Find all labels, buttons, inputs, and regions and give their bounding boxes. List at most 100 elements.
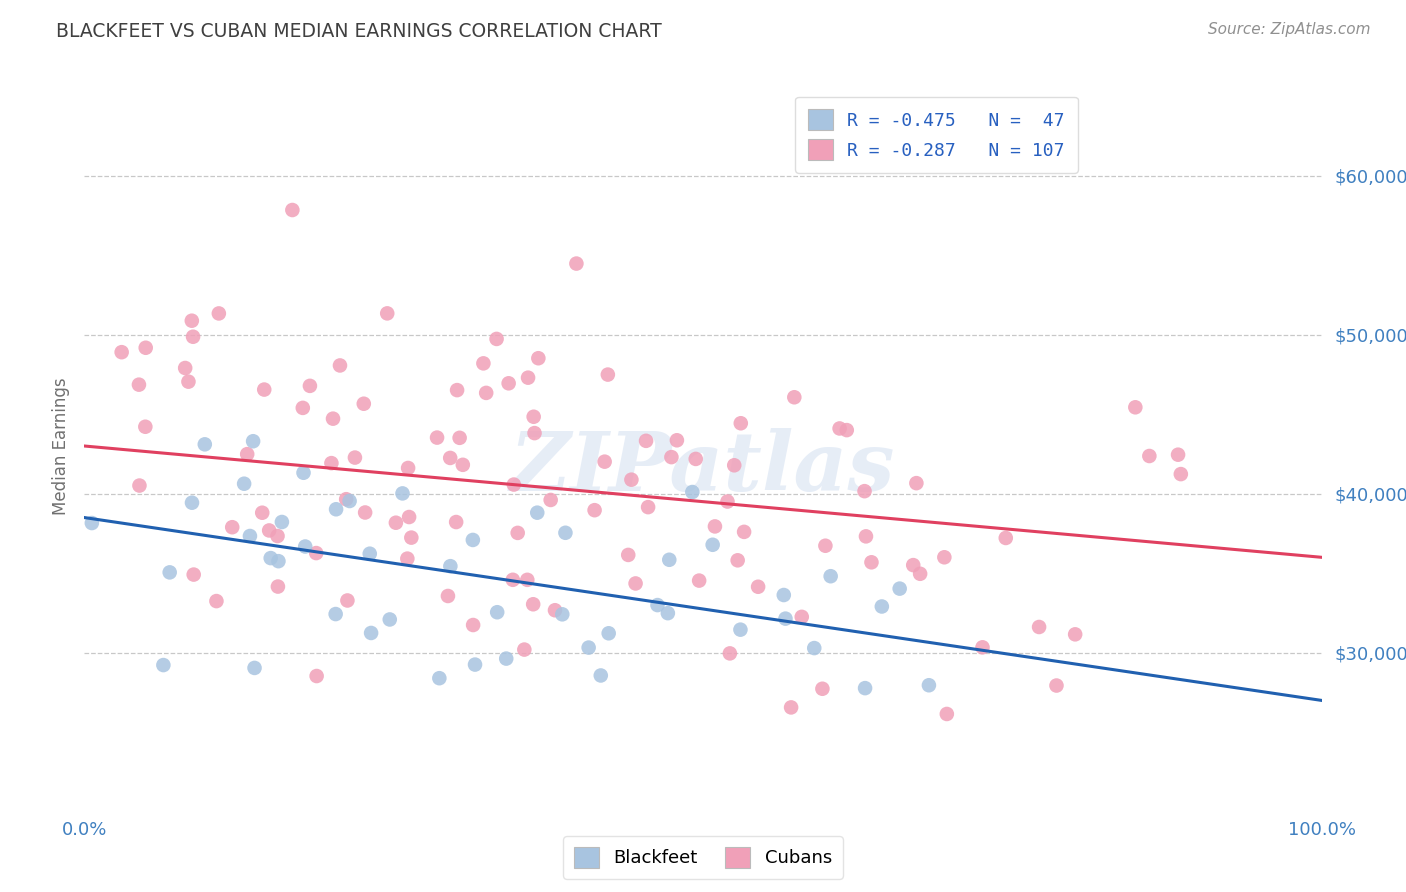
Point	[972, 640, 994, 655]
Point	[598, 626, 620, 640]
Point	[527, 351, 550, 366]
Point	[398, 510, 420, 524]
Point	[994, 531, 1017, 545]
Point	[624, 576, 647, 591]
Point	[775, 612, 797, 626]
Point	[252, 506, 274, 520]
Point	[727, 553, 749, 567]
Point	[291, 401, 314, 415]
Point	[855, 529, 877, 543]
Point	[270, 515, 292, 529]
Point	[516, 573, 538, 587]
Point	[1137, 449, 1160, 463]
Point	[181, 496, 204, 510]
Point	[908, 566, 931, 581]
Point	[554, 525, 576, 540]
Point	[152, 658, 174, 673]
Point	[835, 423, 858, 437]
Point	[353, 397, 375, 411]
Point	[1028, 620, 1050, 634]
Point	[583, 503, 606, 517]
Point	[396, 551, 419, 566]
Point	[658, 553, 681, 567]
Point	[208, 306, 231, 320]
Point	[526, 506, 548, 520]
Point	[772, 588, 794, 602]
Point	[444, 515, 467, 529]
Point	[495, 651, 517, 665]
Point	[242, 434, 264, 449]
Point	[790, 610, 813, 624]
Point	[385, 516, 408, 530]
Point	[391, 486, 413, 500]
Point	[589, 668, 612, 682]
Point	[723, 458, 745, 473]
Point	[180, 314, 202, 328]
Legend: R = -0.475   N =  47, R = -0.287   N = 107: R = -0.475 N = 47, R = -0.287 N = 107	[794, 96, 1077, 173]
Point	[620, 473, 643, 487]
Point	[375, 306, 398, 320]
Point	[1167, 448, 1189, 462]
Point	[522, 597, 544, 611]
Point	[463, 618, 485, 632]
Point	[665, 434, 688, 448]
Point	[359, 547, 381, 561]
Point	[647, 598, 669, 612]
Point	[935, 706, 957, 721]
Point	[889, 582, 911, 596]
Point	[396, 461, 419, 475]
Point	[439, 450, 461, 465]
Point	[596, 368, 619, 382]
Point	[321, 456, 343, 470]
Point	[464, 657, 486, 672]
Point	[661, 450, 683, 464]
Point	[637, 500, 659, 515]
Point	[702, 538, 724, 552]
Point	[485, 332, 508, 346]
Point	[267, 554, 290, 568]
Point	[544, 603, 567, 617]
Point	[634, 434, 657, 448]
Point	[181, 330, 204, 344]
Point	[688, 574, 710, 588]
Point	[461, 533, 484, 547]
Point	[685, 451, 707, 466]
Point	[617, 548, 640, 562]
Point	[451, 458, 474, 472]
Point	[523, 409, 546, 424]
Point	[517, 370, 540, 384]
Point	[853, 484, 876, 499]
Y-axis label: Median Earnings: Median Earnings	[52, 377, 70, 515]
Point	[870, 599, 893, 614]
Point	[427, 671, 450, 685]
Point	[716, 494, 738, 508]
Point	[322, 411, 344, 425]
Point	[134, 419, 156, 434]
Point	[903, 558, 925, 573]
Point	[177, 375, 200, 389]
Text: ZIPatlas: ZIPatlas	[510, 428, 896, 508]
Point	[934, 550, 956, 565]
Point	[239, 529, 262, 543]
Point	[243, 661, 266, 675]
Point	[905, 476, 928, 491]
Point	[439, 559, 461, 574]
Point	[853, 681, 876, 695]
Point	[253, 383, 276, 397]
Point	[135, 341, 157, 355]
Point	[325, 607, 347, 621]
Point	[281, 202, 304, 217]
Point	[305, 546, 328, 560]
Point	[1170, 467, 1192, 481]
Point	[513, 642, 536, 657]
Point	[294, 540, 316, 554]
Point	[475, 385, 498, 400]
Point	[305, 669, 328, 683]
Point	[233, 476, 256, 491]
Point	[174, 361, 197, 376]
Point	[498, 376, 520, 391]
Point	[80, 516, 103, 530]
Text: BLACKFEET VS CUBAN MEDIAN EARNINGS CORRELATION CHART: BLACKFEET VS CUBAN MEDIAN EARNINGS CORRE…	[56, 22, 662, 41]
Point	[730, 416, 752, 430]
Point	[718, 646, 741, 660]
